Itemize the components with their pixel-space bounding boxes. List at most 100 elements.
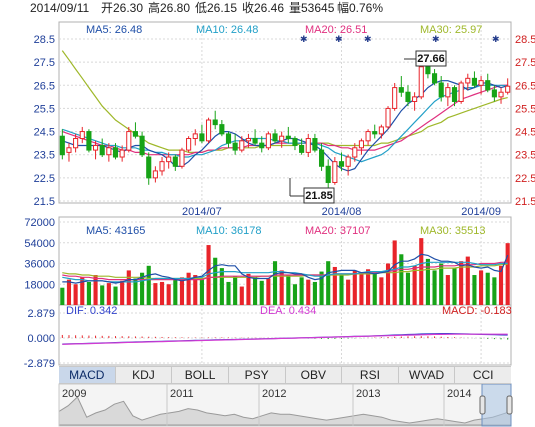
volume-bar bbox=[352, 270, 357, 305]
event-marker-icon[interactable]: ✱ bbox=[492, 34, 500, 44]
navigator-handle-right[interactable] bbox=[506, 395, 513, 415]
price-legend-entry: MA20: 26.51 bbox=[305, 24, 367, 36]
candle-body bbox=[358, 140, 365, 149]
volume-bar bbox=[106, 283, 111, 305]
volume-bar bbox=[498, 265, 504, 305]
candle bbox=[398, 76, 404, 97]
volume-bar bbox=[479, 270, 484, 305]
volume-bar bbox=[86, 281, 91, 305]
candle-body bbox=[245, 138, 252, 142]
tab-macd[interactable]: MACD bbox=[59, 367, 116, 383]
candle-body bbox=[398, 87, 404, 93]
volume-bar bbox=[253, 277, 258, 305]
macd-value-label: MACD: -0.183 bbox=[442, 305, 512, 317]
tab-kdj[interactable]: KDJ bbox=[116, 367, 173, 383]
navigator[interactable]: 2009 2011 2012 2013 2014 bbox=[58, 384, 512, 426]
event-marker-icon[interactable]: ✱ bbox=[335, 34, 343, 44]
candle bbox=[212, 110, 218, 130]
volume-bar bbox=[385, 263, 391, 305]
volume-bar bbox=[146, 265, 151, 305]
candle-body bbox=[192, 133, 198, 140]
candle-body bbox=[285, 135, 291, 140]
candle-body bbox=[372, 131, 378, 135]
candle-body bbox=[252, 138, 258, 144]
candle-body bbox=[225, 133, 232, 144]
x-axis: 2014/07 2014/08 2014/09 bbox=[182, 206, 501, 218]
price-ma20-line bbox=[62, 84, 508, 156]
candle-body bbox=[451, 87, 458, 102]
candle bbox=[332, 157, 338, 185]
tab-obv[interactable]: OBV bbox=[286, 367, 343, 383]
candle-body bbox=[485, 80, 491, 91]
candle bbox=[431, 69, 438, 86]
candle-body bbox=[92, 144, 99, 151]
candle bbox=[159, 157, 165, 176]
macd-dea-label: DEA: 0.434 bbox=[260, 305, 316, 317]
price-panel bbox=[58, 21, 512, 204]
candle bbox=[139, 131, 145, 158]
price-tick-label-right: 26.5 bbox=[515, 80, 535, 92]
tab-wvad[interactable]: WVAD bbox=[399, 367, 456, 383]
volume-bar bbox=[100, 285, 105, 305]
candle bbox=[385, 106, 391, 130]
navigator-handle-left[interactable] bbox=[479, 395, 486, 415]
volume-bar bbox=[359, 273, 364, 305]
volume-bar bbox=[153, 283, 158, 305]
candle-body bbox=[385, 107, 391, 128]
tab-psy[interactable]: PSY bbox=[229, 367, 286, 383]
candle bbox=[272, 129, 278, 144]
volume-ma30-line bbox=[62, 263, 508, 280]
candle-body bbox=[232, 142, 238, 151]
volume-bar bbox=[279, 270, 284, 305]
header-close: 26.46 bbox=[254, 1, 284, 15]
volume-bar bbox=[412, 265, 417, 305]
navigator-year-label: 2012 bbox=[262, 388, 286, 400]
candle bbox=[318, 143, 325, 171]
volume-legend: MA5: 43165 MA10: 36178 MA20: 37107 MA30: 35… bbox=[86, 225, 485, 237]
candle bbox=[106, 143, 112, 162]
event-marker-icon[interactable]: ✱ bbox=[364, 34, 372, 44]
tab-boll[interactable]: BOLL bbox=[172, 367, 229, 383]
volume-bar bbox=[405, 272, 411, 305]
candle bbox=[405, 85, 411, 107]
candle bbox=[491, 85, 497, 102]
volume-bar bbox=[379, 277, 384, 305]
price-legend: MA5: 26.48 MA10: 26.48 MA20: 26.51 MA30: 25… bbox=[86, 24, 482, 36]
event-marker-icon[interactable]: ✱ bbox=[432, 34, 440, 44]
volume-bar bbox=[266, 278, 271, 305]
candle bbox=[305, 133, 311, 158]
volume-bar bbox=[419, 238, 424, 305]
candle bbox=[92, 140, 99, 160]
candle bbox=[285, 126, 291, 144]
price-tick-label-right: 23.5 bbox=[515, 150, 535, 162]
volume-bar bbox=[219, 268, 224, 305]
candle-body bbox=[478, 80, 484, 86]
price-tick-label-left: 22.5 bbox=[34, 173, 55, 185]
candle bbox=[372, 124, 378, 139]
price-tick-label-left: 21.5 bbox=[34, 196, 55, 208]
tab-cci[interactable]: CCI bbox=[472, 368, 494, 382]
volume-bar bbox=[459, 261, 464, 305]
candle bbox=[79, 126, 85, 144]
tab-rsi[interactable]: RSI bbox=[342, 367, 399, 383]
volume-legend-entry: MA5: 43165 bbox=[86, 225, 145, 237]
candle bbox=[66, 143, 72, 162]
volume-bar bbox=[133, 278, 138, 305]
candle-body bbox=[166, 156, 172, 163]
candle-body bbox=[392, 87, 398, 109]
candle-body bbox=[59, 135, 65, 156]
candle-body bbox=[405, 91, 411, 102]
candle bbox=[179, 147, 185, 169]
volume-bar bbox=[166, 284, 171, 305]
price-tick-label-left: 28.5 bbox=[34, 34, 55, 46]
volume-tick-label: 36000 bbox=[24, 259, 55, 271]
volume-legend-entry: MA30: 35513 bbox=[420, 225, 485, 237]
event-marker-icon[interactable]: ✱ bbox=[300, 34, 308, 44]
macd-tick-label: 2.879 bbox=[27, 308, 55, 320]
volume-bar bbox=[272, 261, 278, 305]
candle-body bbox=[279, 135, 285, 142]
candle bbox=[478, 76, 484, 95]
candle bbox=[126, 126, 132, 153]
price-legend-entry: MA30: 25.97 bbox=[420, 24, 482, 36]
volume-bar bbox=[346, 279, 351, 305]
